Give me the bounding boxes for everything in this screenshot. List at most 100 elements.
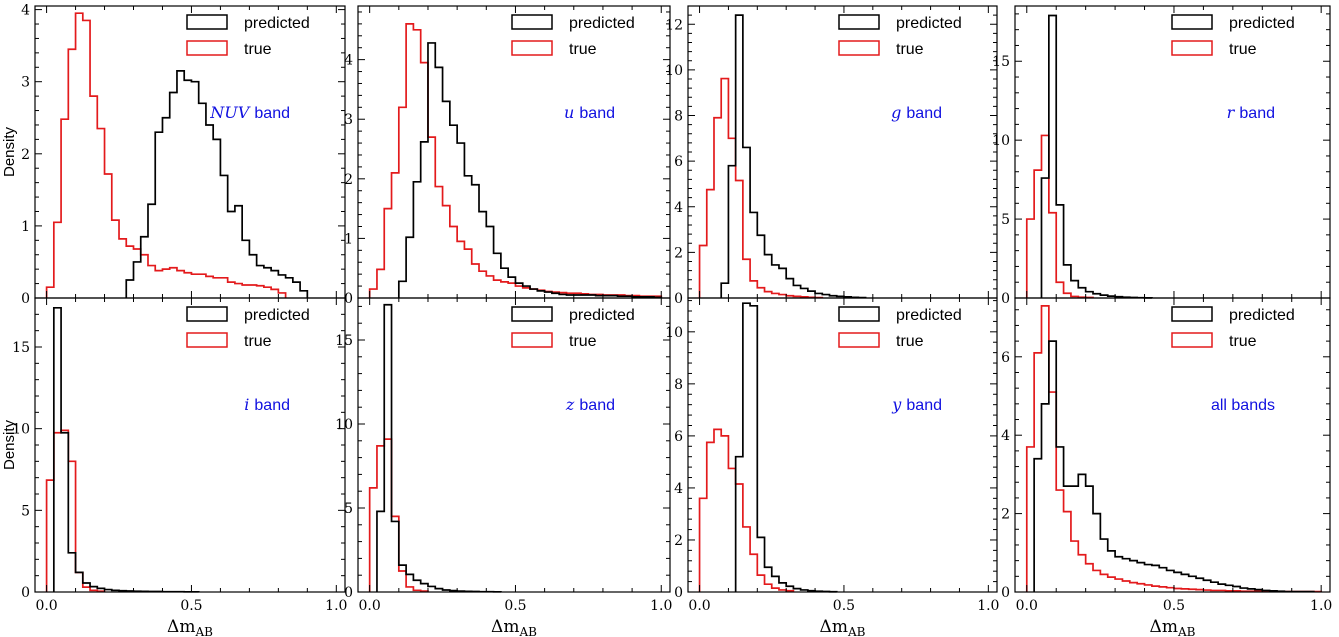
band-annotation: all bands (1211, 397, 1275, 414)
predicted-histogram (734, 302, 838, 593)
legend-label-predicted: predicted (896, 307, 962, 324)
y-tick-label: 0 (1001, 291, 1010, 307)
axes-frame (1014, 297, 1331, 593)
y-tick-label: 5 (1001, 212, 1010, 228)
y-tick-label: 15 (992, 54, 1010, 70)
x-tick-label: 1.0 (650, 598, 672, 614)
y-tick-label: 0 (674, 585, 683, 601)
legend-swatch-true (511, 332, 553, 348)
axes-frame (34, 5, 346, 299)
y-tick-label: 0 (1001, 585, 1010, 601)
y-tick-label: 1 (21, 219, 30, 235)
legend-label-true: true (244, 333, 272, 350)
legend-label-predicted: predicted (569, 15, 635, 32)
y-tick-label: 8 (674, 377, 683, 393)
legend-swatch-true (511, 40, 553, 56)
y-tick-label: 0 (344, 585, 353, 601)
legend-swatch-predicted (511, 306, 553, 322)
legend: predicted true (1171, 14, 1295, 58)
y-tick-label: 10 (992, 133, 1010, 149)
band-annotation: u band (564, 103, 615, 122)
legend-swatch-true (838, 40, 880, 56)
y-tick-label: 2 (674, 533, 683, 549)
x-axis-label: ΔmAB (820, 617, 866, 637)
histogram-panel: 0 5 10 15 predicted true r band (992, 5, 1331, 307)
predicted-histogram (376, 303, 502, 593)
y-tick-label: 15 (335, 333, 353, 349)
predicted-histogram (1033, 340, 1315, 593)
y-tick-label: 0 (21, 585, 30, 601)
legend-label-true: true (896, 333, 924, 350)
x-tick-label: 1.0 (977, 598, 999, 614)
y-tick-label: 2 (21, 147, 30, 163)
x-tick-label: 0.0 (1016, 598, 1038, 614)
predicted-histogram (397, 42, 663, 299)
x-axis-label: ΔmAB (1150, 617, 1196, 637)
y-tick-label: 0 (344, 291, 353, 307)
legend: predicted true (511, 306, 635, 350)
y-tick-label: 8 (674, 109, 683, 125)
y-tick-label: 6 (1001, 350, 1010, 366)
true-histogram (368, 23, 663, 298)
true-histogram (1025, 134, 1094, 299)
y-tick-label: 4 (674, 481, 683, 497)
y-tick-label: 0 (21, 291, 30, 307)
y-tick-label: 10 (12, 422, 30, 438)
histogram-panel: 0 5 10 15 0.0 0.5 1.0 ΔmAB Density predicted true i… (1, 297, 347, 637)
y-tick-label: 4 (344, 53, 353, 69)
band-annotation: z band (565, 395, 615, 414)
predicted-histogram (1040, 14, 1153, 299)
y-tick-label: 2 (1001, 507, 1010, 523)
legend-swatch-predicted (838, 306, 880, 322)
legend-label-true: true (244, 41, 272, 58)
x-tick-label: 1.0 (1310, 598, 1332, 614)
y-tick-label: 0 (674, 291, 683, 307)
x-axis-label: ΔmAB (167, 617, 213, 637)
y-tick-label: 2 (674, 245, 683, 261)
histogram-panel: 0 5 10 15 0.0 0.5 1.0 ΔmAB predicted true z band (335, 297, 672, 637)
band-annotation: r band (1227, 103, 1275, 122)
true-histogram (368, 438, 429, 593)
legend-label-true: true (569, 41, 597, 58)
x-tick-label: 0.5 (180, 598, 202, 614)
axes-frame (687, 5, 998, 299)
histogram-panel: 0 2 4 6 0.0 0.5 1.0 ΔmAB predicted true all bands (1001, 297, 1332, 637)
band-annotation: i band (244, 395, 290, 414)
legend-label-true: true (1229, 41, 1257, 58)
axes-frame (357, 5, 671, 299)
band-annotation: NUV band (209, 103, 290, 122)
histogram-panel: 0 1 2 3 4 predicted true u band (344, 5, 671, 307)
legend-label-predicted: predicted (569, 307, 635, 324)
legend: predicted true (838, 306, 962, 350)
legend-label-true: true (1229, 333, 1257, 350)
legend-label-predicted: predicted (1229, 15, 1295, 32)
x-tick-label: 0.5 (1163, 598, 1185, 614)
legend: predicted true (1171, 306, 1295, 350)
legend-swatch-true (1171, 332, 1213, 348)
x-tick-label: 1.0 (325, 598, 347, 614)
y-tick-label: 5 (21, 503, 30, 519)
band-annotation: g band (891, 103, 942, 122)
y-axis-label: Density (1, 126, 18, 177)
legend-label-predicted: predicted (244, 15, 310, 32)
true-histogram (45, 12, 287, 298)
legend-label-predicted: predicted (896, 15, 962, 32)
histogram-panel: 0 2 4 6 8 10 12 predicted true g band (665, 5, 998, 307)
x-tick-label: 0.0 (359, 598, 381, 614)
y-tick-label: 3 (344, 112, 353, 128)
legend: predicted true (511, 14, 635, 58)
legend: predicted true (186, 14, 310, 58)
x-tick-label: 0.0 (688, 598, 710, 614)
histogram-panel: 0 1 2 3 4 Density predicted true NUV band (1, 3, 346, 307)
y-tick-label: 4 (21, 3, 30, 19)
legend-label-true: true (896, 41, 924, 58)
legend-swatch-true (838, 332, 880, 348)
legend-swatch-true (186, 40, 228, 56)
band-annotation: y band (891, 395, 942, 414)
y-tick-label: 4 (1001, 428, 1010, 444)
y-tick-label: 10 (335, 417, 353, 433)
x-tick-label: 0.0 (35, 598, 57, 614)
y-tick-label: 6 (674, 429, 683, 445)
true-histogram (1025, 304, 1323, 593)
y-tick-label: 1 (344, 231, 353, 247)
